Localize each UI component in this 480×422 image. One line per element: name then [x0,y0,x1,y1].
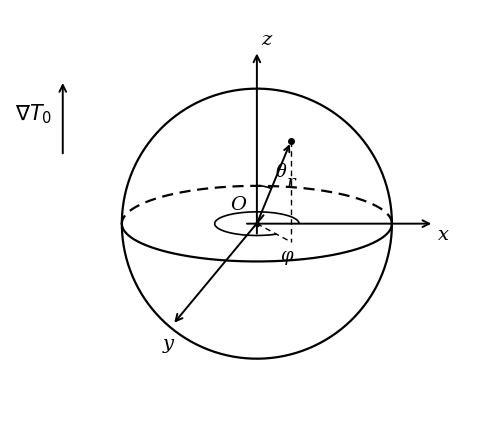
Text: $\nabla T_0$: $\nabla T_0$ [15,102,52,126]
Text: y: y [163,335,174,354]
Text: φ: φ [280,247,293,265]
Text: x: x [438,226,449,244]
Text: O: O [230,196,246,214]
Text: z: z [261,30,271,49]
Text: r: r [287,173,295,192]
Text: θ: θ [276,163,287,181]
